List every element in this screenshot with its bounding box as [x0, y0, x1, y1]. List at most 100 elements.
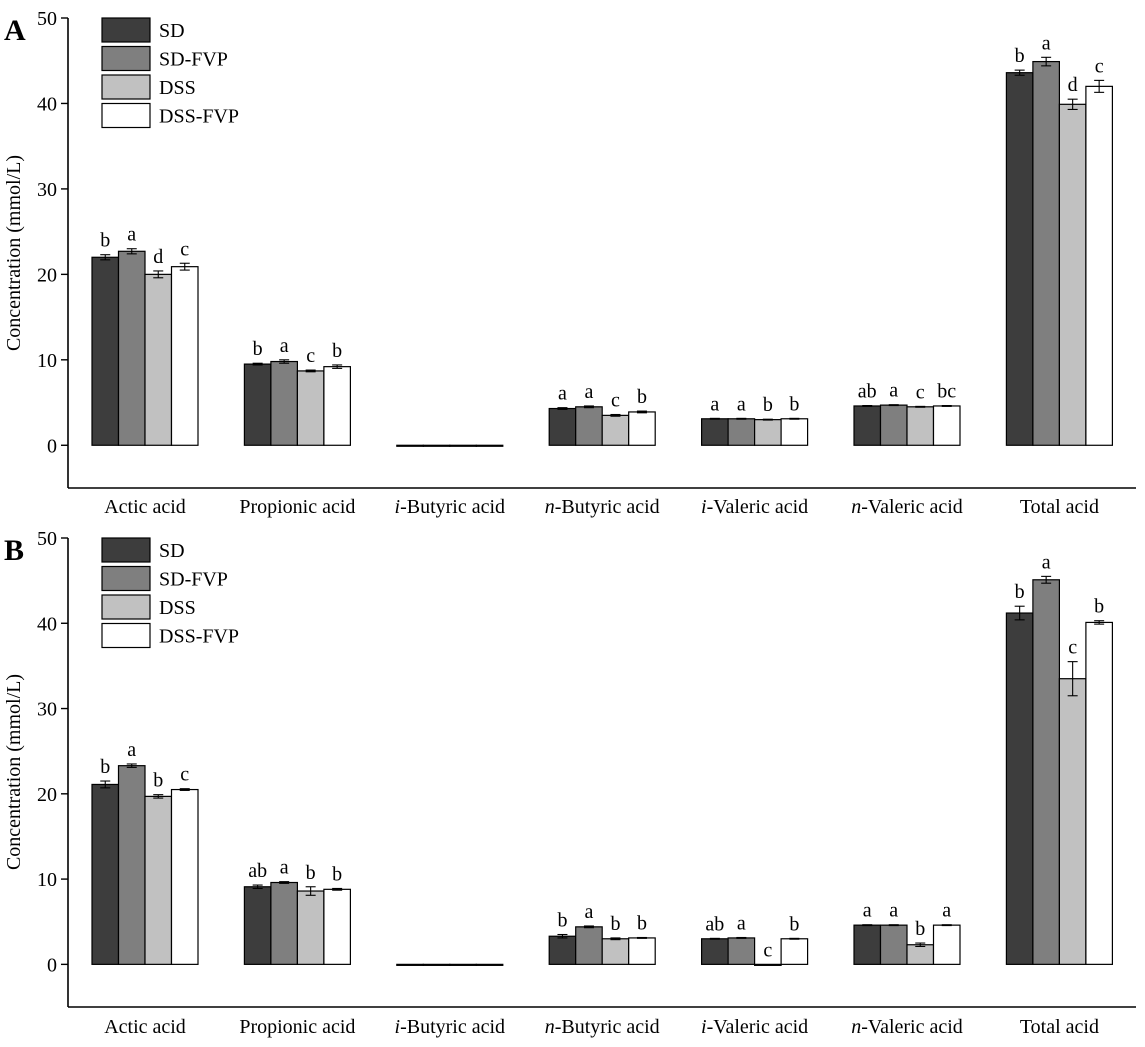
legend-swatch [101, 74, 151, 100]
significance-letter: a [127, 739, 136, 761]
bar [270, 881, 298, 965]
significance-letter: bc [937, 381, 956, 403]
bar [449, 444, 477, 447]
significance-letter: b [332, 340, 342, 362]
bar [1058, 678, 1087, 965]
bar [753, 963, 782, 966]
y-axis-label: Concentration (mmol/L) [3, 155, 25, 351]
x-tick-label-part: n [851, 1016, 861, 1038]
x-tick-label: i-Butyric acid [395, 1016, 506, 1038]
bar [628, 411, 656, 446]
significance-letter: b [1015, 45, 1025, 67]
significance-letter: a [889, 900, 898, 922]
bar [144, 273, 173, 446]
bar [270, 360, 298, 446]
bar [475, 444, 504, 447]
significance-letter: b [153, 770, 163, 792]
legend-label: DSS-FVP [159, 626, 239, 648]
significance-letter: a [585, 381, 594, 403]
significance-letter: a [280, 335, 289, 357]
legend-label: SD [159, 540, 185, 562]
x-tick-label-part: Propionic acid [239, 1016, 355, 1038]
x-tick-label-part: i [395, 496, 401, 518]
bar [628, 937, 656, 965]
legend-swatch [101, 537, 151, 563]
legend-swatch [101, 45, 151, 72]
significance-letter: a [942, 900, 951, 922]
bar [170, 788, 199, 965]
bar [700, 418, 729, 446]
x-tick-label-part: i [395, 1016, 401, 1038]
significance-letter: a [737, 913, 746, 935]
significance-letter: a [585, 901, 594, 923]
significance-letter: b [100, 230, 110, 252]
significance-letter: a [280, 857, 289, 879]
significance-letter: a [1042, 32, 1051, 54]
significance-letter: a [737, 393, 746, 415]
y-axis-label: Concentration (mmol/L) [3, 674, 25, 870]
x-tick-label-part: Actic acid [104, 1016, 186, 1038]
bar [780, 938, 809, 965]
y-tick-label: 20 [37, 784, 57, 806]
significance-letter: b [1015, 581, 1025, 603]
significance-letter: b [253, 338, 263, 360]
legend-swatch [101, 17, 151, 43]
legend-swatch [101, 594, 151, 620]
significance-letter: b [637, 386, 647, 408]
x-tick-label: Actic acid [104, 1016, 186, 1038]
significance-letter: c [611, 390, 620, 412]
bar [243, 363, 272, 446]
x-tick-label-part: -Valeric acid [707, 496, 809, 518]
bar [1085, 85, 1114, 446]
bar [727, 937, 756, 965]
x-tick-label: Propionic acid [239, 1016, 355, 1038]
x-tick-label: i-Valeric acid [701, 1016, 808, 1038]
x-tick-label-part: -Valeric acid [707, 1016, 809, 1038]
bar [422, 963, 451, 966]
bar [932, 924, 961, 965]
significance-letter: a [127, 224, 136, 246]
significance-letter: b [557, 910, 567, 932]
x-tick-label-part: Total acid [1020, 1016, 1099, 1038]
significance-letter: a [863, 900, 872, 922]
bar [91, 256, 120, 446]
significance-letter: c [1068, 637, 1077, 659]
x-tick-label-part: i [701, 1016, 707, 1038]
x-tick-label-part: -Butyric acid [400, 1016, 505, 1038]
x-tick-label: i-Butyric acid [395, 496, 506, 518]
bar [1005, 72, 1034, 446]
significance-letter: c [180, 764, 189, 786]
x-tick-label: n-Valeric acid [851, 496, 963, 518]
bar [879, 404, 908, 446]
bar [323, 888, 351, 965]
bar [475, 963, 504, 966]
x-tick-label-part: Propionic acid [239, 496, 355, 518]
bar [548, 935, 577, 965]
bar [879, 924, 908, 965]
x-tick-label: Propionic acid [239, 496, 355, 518]
bar [932, 405, 961, 446]
significance-letter: b [610, 913, 620, 935]
significance-letter: b [306, 862, 316, 884]
bar [601, 938, 630, 965]
bar [91, 783, 120, 965]
x-tick-label-part: i [701, 496, 707, 518]
y-tick-label: 30 [37, 699, 57, 721]
bar [853, 924, 882, 965]
y-tick-label: 0 [47, 435, 57, 457]
y-tick-label: 10 [37, 869, 57, 891]
bar [780, 418, 809, 446]
bar [853, 405, 882, 446]
significance-letter: d [1068, 74, 1078, 96]
significance-letter: ab [248, 860, 267, 882]
significance-letter: b [100, 756, 110, 778]
bar [296, 370, 325, 446]
y-tick-label: 40 [37, 613, 57, 635]
bar [1058, 103, 1087, 446]
y-tick-label: 50 [37, 528, 57, 550]
significance-letter: ab [705, 913, 724, 935]
bar [1005, 612, 1034, 965]
x-tick-label-part: -Butyric acid [400, 496, 505, 518]
significance-letter: b [789, 913, 799, 935]
